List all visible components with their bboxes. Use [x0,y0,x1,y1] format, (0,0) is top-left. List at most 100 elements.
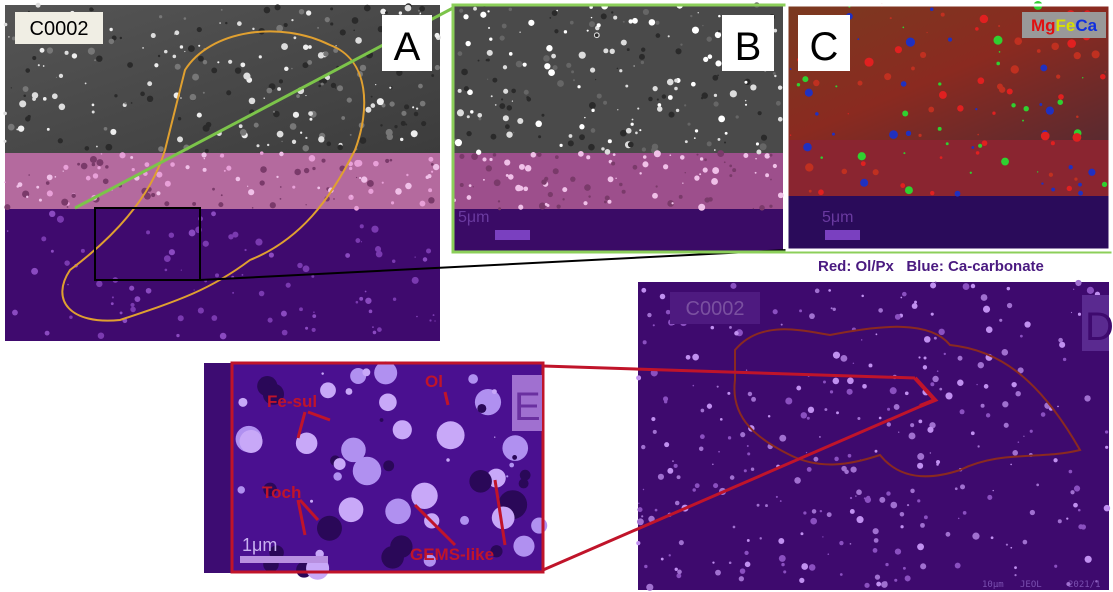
particle [419,100,426,107]
particle [361,176,368,183]
particle [621,189,626,194]
particle [1036,49,1041,53]
scale-bar [240,556,328,563]
particle [196,26,202,33]
particle [832,307,836,311]
particle [276,175,279,179]
particle [519,469,531,481]
particle [875,333,878,336]
legend: MgFeCa [1031,16,1098,35]
particle [679,155,685,160]
particle [900,81,907,87]
particle [379,393,397,412]
particle [714,31,722,39]
particle [419,12,422,15]
particle [232,231,239,238]
particle [938,328,945,336]
particle [589,67,596,73]
particle [92,173,99,179]
particle [855,495,857,497]
particle [861,294,864,298]
particle [211,67,218,74]
connector [199,249,788,281]
particle [423,554,436,567]
particle [80,162,88,170]
particle [680,43,683,46]
particle [1066,185,1073,192]
particle [922,365,928,370]
particle [718,30,721,33]
particle [846,388,853,395]
particle [130,155,134,159]
particle [962,510,967,515]
particle [642,340,647,345]
particle [757,111,762,116]
particle [404,104,410,110]
particle [659,293,666,300]
panel-e-frame [230,361,545,574]
particle [465,40,471,47]
particle [996,83,1003,90]
particle [706,403,713,409]
particle [370,103,376,108]
particle [398,11,403,15]
particle [933,336,937,340]
particle [284,66,289,72]
particle [923,336,931,343]
particle [312,166,316,171]
particle [179,45,184,49]
particle [692,488,696,492]
particle [596,93,602,99]
particle [729,174,733,178]
particle [641,47,646,52]
particle [467,89,473,96]
particle [252,27,255,31]
particle [840,354,848,362]
particle [556,204,561,209]
particle [674,86,678,91]
particle [197,307,204,314]
particle [591,108,595,113]
particle [204,148,209,153]
particle [492,77,498,83]
particle [809,313,815,320]
particle [46,190,53,197]
particle [557,80,564,87]
particle [154,63,159,68]
particle [566,62,572,68]
particle [706,141,712,147]
particle [752,207,755,210]
particle [308,111,313,116]
particle [228,234,234,240]
particle [266,87,273,94]
particle [684,140,688,144]
particle [738,576,744,582]
particle [713,483,719,489]
particle [562,198,565,201]
particle [368,309,373,314]
particle [727,436,732,440]
particle [1014,37,1023,45]
particle [385,128,393,137]
particle [140,91,145,97]
particle [698,203,706,211]
particle [281,140,283,143]
particle [371,225,379,233]
particle [874,574,881,580]
particle [847,113,849,115]
particle [663,396,669,402]
particle [469,470,492,493]
particle [170,162,175,167]
particle [145,287,152,294]
particle [805,451,808,454]
particle [543,55,550,62]
particle [202,167,207,172]
particle [1058,94,1064,100]
particle [302,62,309,69]
particle [609,48,615,54]
particle [285,282,291,288]
panel-e-edge [204,363,232,573]
particle [228,59,233,64]
particle [772,71,776,75]
particle [412,106,415,109]
